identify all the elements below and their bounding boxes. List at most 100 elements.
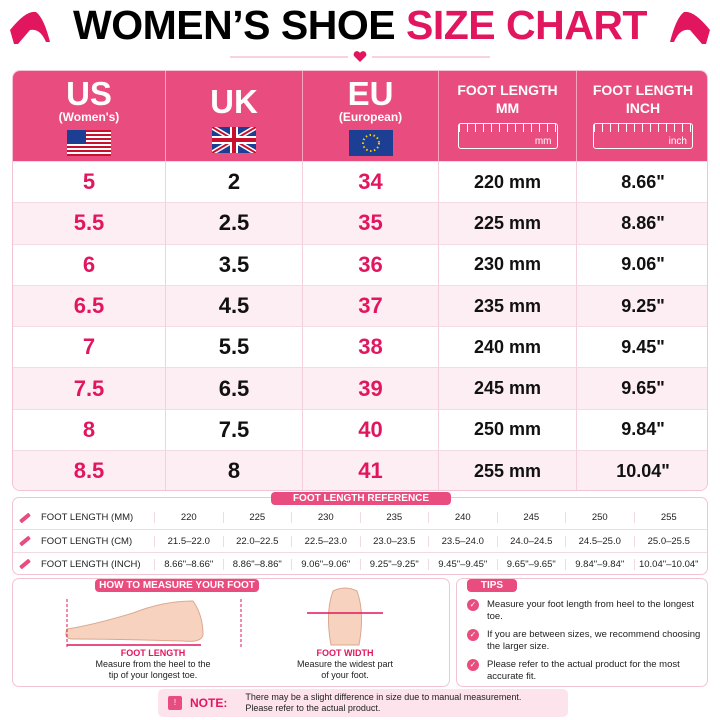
table-row: 7.5 6.5 39 245 mm 9.65" [13, 367, 707, 409]
table-cell: 6.5 [13, 284, 166, 327]
heel-icon [670, 11, 710, 44]
header-subtitle: INCH [625, 100, 661, 116]
note-label: NOTE: [190, 696, 228, 710]
reference-value: 21.5–22.0 [155, 535, 224, 547]
table-row: 7 5.5 38 240 mm 9.45" [13, 326, 707, 368]
table-cell: 41 [303, 450, 439, 490]
width-text: Measure the widest part of your foot. [296, 659, 394, 680]
table-cell: 255 mm [439, 450, 577, 490]
table-cell: 7.5 [13, 367, 166, 409]
table-cell: 230 mm [439, 243, 577, 285]
heel-icon [10, 11, 50, 44]
pencil-icon [19, 512, 31, 523]
size-table: US (Women's) UK EU (European) FOOT LENGTH MM mm… [12, 70, 708, 491]
table-cell: 9.84" [577, 408, 707, 450]
table-cell: 6 [13, 243, 166, 285]
foot-shape [327, 587, 363, 646]
header-subtitle: (European) [338, 110, 403, 124]
check-icon: ✓ [467, 629, 479, 641]
header-title: FOOT LENGTH [592, 82, 694, 98]
measure-title: HOW TO MEASURE YOUR FOOT [95, 579, 259, 592]
flag [348, 130, 393, 161]
tip-text: If you are between sizes, we recommend c… [487, 629, 701, 652]
table-cell: 38 [303, 326, 439, 368]
flag-canton [67, 130, 86, 144]
flag-stripe [67, 154, 111, 156]
table-cell: 225 mm [439, 202, 577, 244]
flag [210, 124, 258, 158]
table-cell: 9.06" [577, 243, 707, 285]
header-title: US [66, 75, 112, 112]
reference-value: 9.45"–9.45" [429, 558, 498, 570]
flag-stripe [67, 130, 111, 132]
reference-value: 255 [660, 512, 677, 523]
reference-label: FOOT LENGTH (MM) [41, 512, 134, 523]
table-cell: 250 mm [439, 408, 577, 451]
table-cell: 5.5 [166, 326, 303, 368]
table-cell: 9.65" [577, 367, 707, 408]
pencil-icon [19, 535, 31, 547]
table-cell: 8 [13, 408, 166, 451]
reference-value: 240 [429, 512, 498, 523]
heel-shape [670, 11, 710, 44]
divider [230, 51, 490, 62]
table-cell: 7 [13, 326, 166, 368]
table-cell: 36 [303, 243, 439, 285]
reference-label: FOOT LENGTH (INCH) [41, 558, 141, 570]
header-cell: US (Women's) [13, 71, 166, 161]
reference-value: 9.65"–9.65" [498, 558, 566, 570]
table-cell: 35 [303, 202, 439, 244]
reference-value: 225 [224, 512, 292, 523]
table-cell: 245 mm [439, 367, 577, 409]
title: WOMEN’S SHOE SIZE CHART [0, 2, 720, 49]
note-text: There may be a slight difference in size… [245, 692, 522, 713]
eu-flag [348, 130, 393, 156]
table-cell: 220 mm [439, 161, 577, 203]
tip: ✓ If you are between sizes, we recommend … [467, 629, 703, 653]
table-cell: 40 [303, 408, 439, 451]
table-cell: 8 [166, 450, 303, 490]
table-row: 6 3.5 36 230 mm 9.06" [13, 243, 707, 285]
reference-label-cell: FOOT LENGTH (INCH) [13, 558, 155, 570]
title-main: WOMEN’S SHOE [73, 2, 396, 48]
reference-value: 22.0–22.5 [224, 535, 292, 547]
tips-box: TIPS ✓ Measure your foot length from heel… [456, 578, 708, 687]
heel-shape [10, 11, 50, 44]
reference-value: 9.84"–9.84" [566, 558, 635, 570]
ruler-unit: inch [666, 136, 689, 147]
header-title: EU [347, 75, 394, 112]
table-cell: 37 [303, 284, 439, 327]
reference-value: 25.0–25.5 [647, 535, 690, 547]
table-body: 5 2 34 220 mm 8.66" 5.5 2.5 35 225 mm 8.86" 6 3.5 36… [13, 161, 707, 490]
table-cell: 7.5 [166, 408, 303, 451]
check-icon: ✓ [467, 659, 479, 671]
header-cell: EU (European) [303, 71, 439, 161]
reference-value: 220 [155, 512, 224, 523]
width-label: FOOT WIDTH [316, 648, 374, 658]
foot-top [307, 587, 383, 646]
table-row: 6.5 4.5 37 235 mm 9.25" [13, 284, 707, 327]
reference-label: FOOT LENGTH (CM) [41, 535, 133, 547]
reference-value: 23.5–24.0 [429, 535, 498, 547]
reference-value: 24.5–25.0 [566, 535, 635, 547]
pencil-icon [19, 558, 31, 570]
table-cell: 2 [166, 161, 303, 203]
table-row: 8.5 8 41 255 mm 10.04" [13, 450, 707, 490]
reference-table: FOOT LENGTH (MM) 220 225 230 235 240 245 250 255… [13, 506, 707, 575]
flag [67, 130, 111, 161]
reference-value: 250 [566, 512, 635, 523]
tips-list: ✓ Measure your foot length from heel to t… [467, 599, 703, 689]
table-cell: 2.5 [166, 202, 303, 244]
flag-stripe [67, 134, 111, 136]
reference-value: 235 [361, 512, 429, 523]
tip-text: Please refer to the actual product for t… [487, 659, 680, 682]
us-flag [67, 130, 111, 156]
table-cell: 3.5 [166, 243, 303, 285]
tip: ✓ Please refer to the actual product for … [467, 659, 703, 683]
note-icon: ! [168, 696, 182, 710]
table-cell: 34 [303, 161, 439, 203]
table-header: US (Women's) UK EU (European) FOOT LENGTH MM mm… [13, 71, 707, 161]
reference-title: FOOT LENGTH REFERENCE [271, 492, 451, 505]
foot-shape [65, 600, 204, 642]
